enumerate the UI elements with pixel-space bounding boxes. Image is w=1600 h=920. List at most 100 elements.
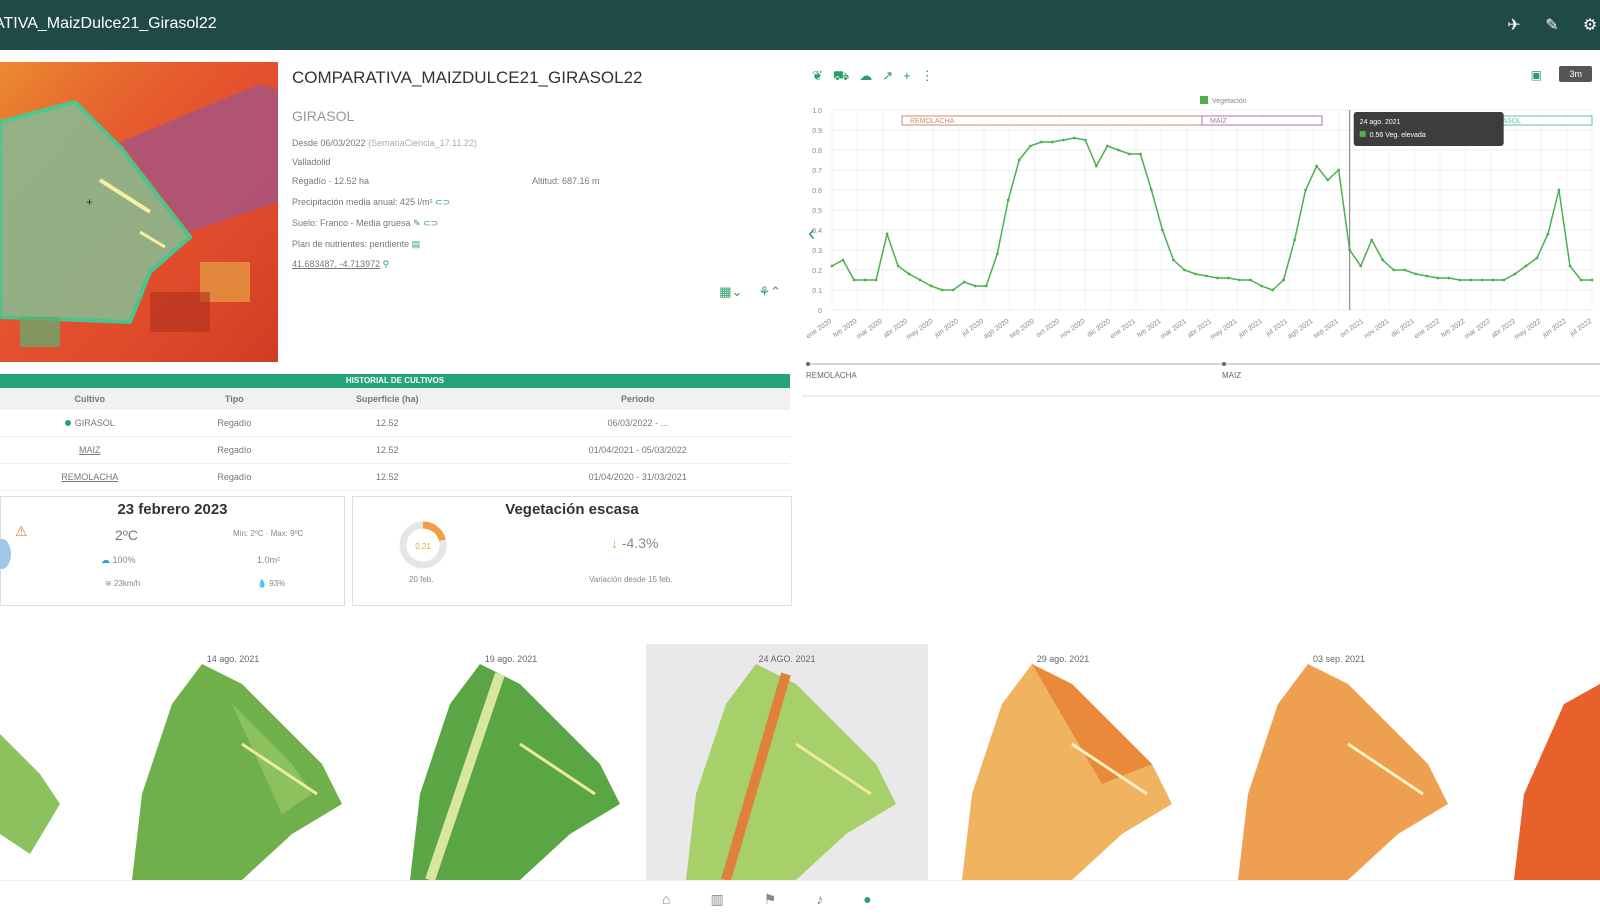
thumbnail-selected[interactable]: 24 AGO. 2021 [646, 644, 928, 880]
data-point [995, 252, 999, 256]
crop-tool-icon[interactable]: ⚘⌃ [758, 284, 781, 299]
data-point [1469, 278, 1473, 282]
edit-icon[interactable]: ✎ [1545, 17, 1559, 34]
x-tick-label: jul 2022 [1568, 318, 1593, 338]
col-period: Periodo [485, 388, 790, 410]
x-tick-label: dic 2021 [1390, 318, 1416, 339]
wind-speed: 23km/h [113, 579, 141, 588]
data-point [1238, 278, 1241, 282]
crop-link[interactable]: MAIZ [79, 445, 101, 455]
alert-icon[interactable]: ⚠ [15, 523, 28, 539]
more-icon[interactable]: ⋮ [920, 68, 934, 83]
x-tick-label: nov 2020 [1059, 318, 1087, 340]
data-point [1116, 148, 1120, 152]
change-line: ↓ -4.3% [611, 535, 658, 551]
add-icon[interactable]: + [903, 68, 911, 83]
vegetation-chart[interactable]: REMOLACHA MAIZ GIRASOL 1.0 0.9 0.8 0.7 0.6 0.5 0… [802, 88, 1600, 408]
weather-card[interactable]: 23 febrero 2023 ⚠ 2ºC Min: 2ºC · Max: 9º… [0, 496, 345, 606]
thumbnail-partial[interactable] [0, 644, 62, 880]
tooltip-value: 0.56 Veg. elevada [1370, 132, 1426, 139]
thumbnail-partial[interactable] [1474, 644, 1600, 880]
field-map[interactable]: + [0, 62, 278, 362]
data-point [1227, 276, 1230, 280]
table-row[interactable]: MAIZ Regadío 12.52 01/04/2021 - 05/03/20… [0, 436, 790, 464]
table-row[interactable]: REMOLACHA Regadío 12.52 01/04/2020 - 31/… [0, 463, 790, 491]
user-icon[interactable]: ● [863, 891, 872, 907]
history-title: HISTORIAL DE CULTIVOS [0, 374, 790, 388]
data-point [1502, 278, 1506, 282]
tractor-icon[interactable]: ⛟ [832, 68, 850, 83]
data-point [1161, 228, 1164, 232]
data-point [1557, 188, 1561, 192]
table-row[interactable]: GIRASOL Regadío 12.52 06/03/2022 - ... [0, 410, 790, 437]
route-icon[interactable]: ✈ [1507, 17, 1521, 34]
vegetation-card[interactable]: Vegetación escasa 0.21 20 feb. ↓ -4.3% V… [352, 496, 792, 606]
vegetation-value: 0.21 [415, 542, 431, 551]
row-area: 12.52 [289, 436, 486, 464]
edit-soil-icon[interactable]: ✎ [413, 218, 421, 228]
since-line: Desde 06/03/2022 (SemanaCiencia_17.11.22… [292, 138, 477, 148]
data-point [1535, 256, 1539, 260]
location-pin-icon[interactable]: ⚲ [382, 259, 390, 269]
y-tick-label: 0.5 [812, 208, 822, 215]
thumbnail-date: 14 ago. 2021 [206, 654, 260, 664]
x-tick-label: dic 2020 [1086, 318, 1112, 339]
crop-link[interactable]: REMOLACHA [61, 472, 119, 482]
crop-history: HISTORIAL DE CULTIVOS Cultivo Tipo Super… [0, 374, 790, 492]
data-point [1491, 278, 1495, 282]
row-crop: MAIZ [0, 436, 180, 464]
nutrients: Plan de nutrientes: pendiente [292, 239, 410, 249]
arrow-down-icon: ↓ [611, 535, 618, 551]
thumbnail[interactable]: 29 ago. 2021 [922, 644, 1204, 880]
bell-icon[interactable]: ♪ [816, 891, 824, 907]
flag-icon[interactable]: ⚑ [763, 891, 777, 907]
soil-link-icon[interactable]: ⊂⊃ [423, 218, 439, 228]
soil-line: Suelo: Franco - Media gruesa ✎ ⊂⊃ [292, 218, 438, 229]
top-bar: ATIVA_MaizDulce21_Girasol22 ✈ ✎ ⚙ [0, 0, 1600, 50]
leaf-icon[interactable]: ❦ [812, 68, 823, 83]
col-area: Superficie (ha) [289, 388, 486, 410]
x-tick-label: ene 2022 [1413, 318, 1441, 341]
home-icon[interactable]: ⌂ [662, 891, 671, 907]
data-point [1039, 140, 1043, 144]
settings-icon[interactable]: ⚙ [1582, 17, 1598, 34]
x-tick-label: oct 2021 [1339, 318, 1365, 339]
top-bar-actions: ✈ ✎ ⚙ [1504, 15, 1600, 35]
link-icon[interactable]: ⊂⊃ [435, 197, 451, 207]
x-tick-label: jun 2020 [933, 318, 960, 340]
x-tick-label: ene 2020 [805, 318, 833, 341]
vegetation-date: 20 feb. [409, 575, 434, 584]
field-info: COMPARATIVA_MAIZDULCE21_GIRASOL22 GIRASO… [280, 62, 795, 362]
thumbnail-date: 19 ago. 2021 [484, 654, 538, 664]
document-icon[interactable]: ▤ [411, 239, 421, 249]
x-tick-label: sep 2021 [1312, 318, 1340, 340]
y-tick-label: 0.7 [812, 168, 822, 175]
x-tick-label: feb 2022 [1440, 318, 1466, 339]
data-point [1337, 168, 1341, 172]
history-table: Cultivo Tipo Superficie (ha) Periodo GIR… [0, 388, 790, 491]
data-point [1150, 188, 1153, 192]
x-tick-label: oct 2020 [1035, 318, 1061, 339]
trend-icon[interactable]: ↗ [882, 68, 894, 83]
irrigation: Regadío · 12.52 ha [292, 176, 370, 186]
calendar-icon[interactable]: ▣ [1530, 68, 1542, 82]
weather-icon [0, 539, 11, 569]
vegetation-status: Vegetación escasa [505, 501, 639, 518]
weather-date: 23 febrero 2023 [117, 501, 228, 518]
rain-cloud-icon: ☁ [101, 555, 110, 565]
cloud-icon[interactable]: ☁ [859, 68, 873, 83]
location: Valladolid [292, 157, 331, 167]
thumbnail[interactable]: 03 sep. 2021 [1198, 644, 1480, 880]
y-tick-label: 0 [818, 308, 822, 315]
data-point [929, 284, 933, 288]
data-point [874, 278, 878, 282]
layer-dropdown-icon[interactable]: ▦⌄ [719, 284, 743, 299]
thumbnail[interactable]: 19 ago. 2021 [370, 644, 652, 880]
data-point [962, 280, 966, 284]
coordinates-link[interactable]: 41.683487, -4.713972 [292, 259, 381, 269]
data-point [1205, 274, 1208, 278]
thumbnail[interactable]: 14 ago. 2021 [92, 644, 374, 880]
data-point [1006, 198, 1010, 202]
map-icon[interactable]: ▥ [710, 891, 724, 907]
range-button[interactable]: 3m [1559, 66, 1592, 82]
